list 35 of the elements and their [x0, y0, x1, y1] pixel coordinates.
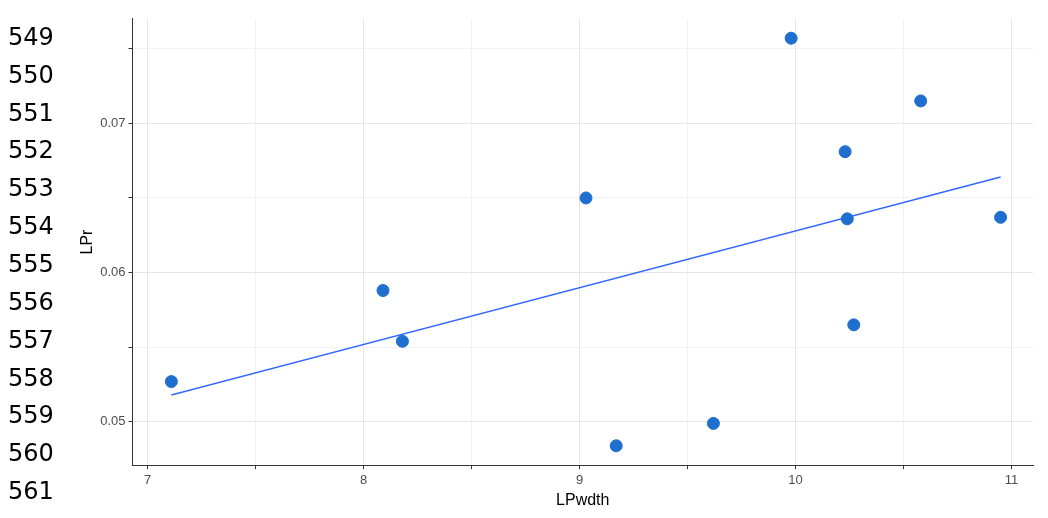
text: 550 — [8, 60, 55, 89]
point — [376, 284, 390, 298]
text: 558 — [8, 363, 55, 392]
point — [840, 212, 854, 226]
text: 561 — [8, 477, 55, 506]
text: 553 — [8, 174, 55, 203]
point — [994, 210, 1008, 224]
x-tick-label: 10 — [788, 471, 803, 487]
point — [579, 191, 593, 205]
x-tick-label: 11 — [1004, 471, 1019, 487]
text: 555 — [8, 249, 55, 278]
point — [847, 318, 861, 332]
y-axis-title: LPr — [78, 228, 96, 255]
point — [609, 439, 623, 453]
y-tick-label: 0.07 — [100, 114, 126, 130]
text: 557 — [8, 325, 55, 354]
x-tick-label: 7 — [144, 471, 152, 487]
point — [838, 145, 852, 159]
x-tick-label: 9 — [575, 471, 584, 487]
y-tick-label: 0.05 — [100, 413, 126, 429]
point — [706, 416, 720, 430]
x-axis-title: LPwdth — [556, 490, 610, 508]
text: 560 — [8, 439, 55, 468]
text: 559 — [8, 401, 55, 430]
point — [395, 334, 409, 348]
text: 556 — [8, 287, 55, 316]
point — [164, 375, 178, 389]
text: 552 — [8, 136, 55, 165]
text: 551 — [8, 98, 55, 127]
text: 549 — [8, 22, 55, 51]
text: 554 — [8, 212, 55, 241]
point — [914, 94, 928, 108]
point — [784, 31, 798, 45]
x-tick-label: 8 — [359, 471, 368, 487]
y-tick-label: 0.06 — [100, 264, 126, 280]
